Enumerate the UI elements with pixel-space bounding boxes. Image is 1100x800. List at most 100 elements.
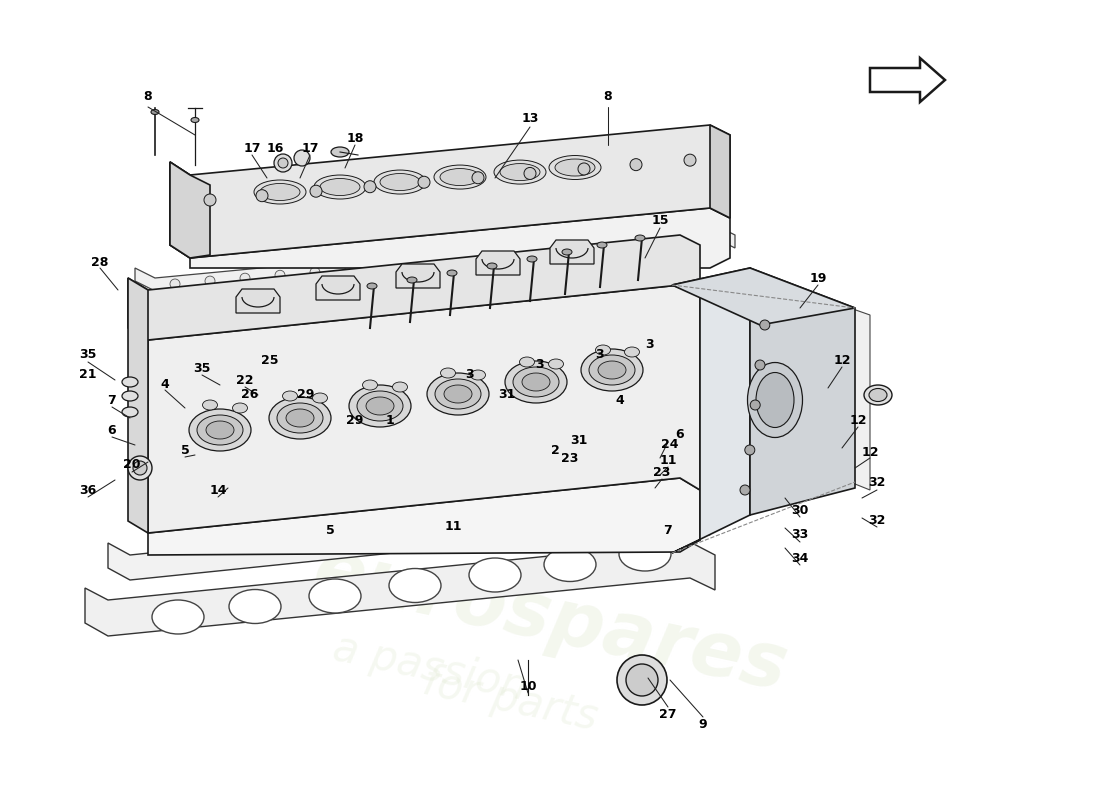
Ellipse shape [598,361,626,379]
Text: 17: 17 [301,142,319,154]
Text: a passion: a passion [329,627,531,709]
Ellipse shape [434,379,481,409]
Text: 16: 16 [266,142,284,154]
Text: 8: 8 [604,90,613,103]
Text: 29: 29 [346,414,364,426]
Polygon shape [316,276,360,300]
Polygon shape [170,125,730,258]
Ellipse shape [527,256,537,262]
Circle shape [684,154,696,166]
Polygon shape [148,285,700,533]
Ellipse shape [748,362,803,438]
Ellipse shape [320,178,360,195]
Polygon shape [236,289,280,313]
Ellipse shape [469,558,521,592]
Text: 12: 12 [834,354,850,366]
Text: 20: 20 [123,458,141,471]
Text: eurospares: eurospares [306,534,794,706]
Text: 6: 6 [108,423,117,437]
Ellipse shape [232,403,248,413]
Ellipse shape [544,547,596,582]
Circle shape [760,320,770,330]
Text: 28: 28 [91,255,109,269]
Text: 9: 9 [698,718,707,730]
Polygon shape [135,225,735,291]
Circle shape [740,485,750,495]
Ellipse shape [595,345,610,355]
Text: 1: 1 [386,414,395,426]
Polygon shape [672,268,855,325]
Polygon shape [870,58,945,102]
Ellipse shape [869,389,887,402]
Text: 1985: 1985 [714,304,846,376]
Text: 27: 27 [659,707,676,721]
Ellipse shape [389,569,441,602]
Circle shape [578,163,590,175]
Ellipse shape [471,370,485,380]
Circle shape [520,250,530,260]
Ellipse shape [254,180,306,204]
Circle shape [133,461,147,475]
Ellipse shape [283,391,297,401]
Ellipse shape [151,110,160,114]
Ellipse shape [500,163,540,181]
Circle shape [379,262,390,271]
Text: 36: 36 [79,483,97,497]
Text: 7: 7 [108,394,117,406]
Ellipse shape [379,174,420,190]
Ellipse shape [206,421,234,439]
Polygon shape [148,478,700,555]
Ellipse shape [358,391,403,421]
Circle shape [204,194,216,206]
Ellipse shape [549,359,563,369]
Circle shape [256,190,268,202]
Ellipse shape [277,403,323,433]
Ellipse shape [122,377,138,387]
Text: 12: 12 [849,414,867,426]
Text: 25: 25 [262,354,278,366]
Ellipse shape [122,407,138,417]
Polygon shape [396,264,440,288]
Circle shape [472,172,484,184]
Polygon shape [710,125,730,218]
Ellipse shape [191,118,199,122]
Polygon shape [750,268,855,515]
Ellipse shape [522,373,550,391]
Text: 35: 35 [79,349,97,362]
Polygon shape [128,235,700,340]
Circle shape [310,186,322,198]
Text: 19: 19 [810,271,827,285]
Ellipse shape [444,385,472,403]
Text: 29: 29 [297,389,315,402]
Ellipse shape [588,355,635,385]
Circle shape [205,276,214,286]
Ellipse shape [487,263,497,269]
Text: 3: 3 [596,349,604,362]
Text: 31: 31 [570,434,587,446]
Ellipse shape [363,380,377,390]
Text: 5: 5 [180,443,189,457]
Circle shape [415,258,425,269]
Text: 23: 23 [653,466,671,478]
Ellipse shape [864,385,892,405]
Circle shape [485,253,495,263]
Ellipse shape [427,373,490,415]
Text: 33: 33 [791,529,808,542]
Circle shape [240,273,250,283]
Ellipse shape [440,368,455,378]
Text: 14: 14 [209,483,227,497]
Circle shape [524,167,536,179]
Ellipse shape [122,391,138,401]
Ellipse shape [407,277,417,283]
Text: 23: 23 [561,451,579,465]
Ellipse shape [270,397,331,439]
Text: 17: 17 [243,142,261,154]
Circle shape [170,279,180,289]
Circle shape [345,265,355,274]
Ellipse shape [189,409,251,451]
Text: 4: 4 [616,394,625,406]
Polygon shape [550,240,594,264]
Circle shape [625,242,635,251]
Circle shape [450,256,460,266]
Polygon shape [128,278,148,533]
